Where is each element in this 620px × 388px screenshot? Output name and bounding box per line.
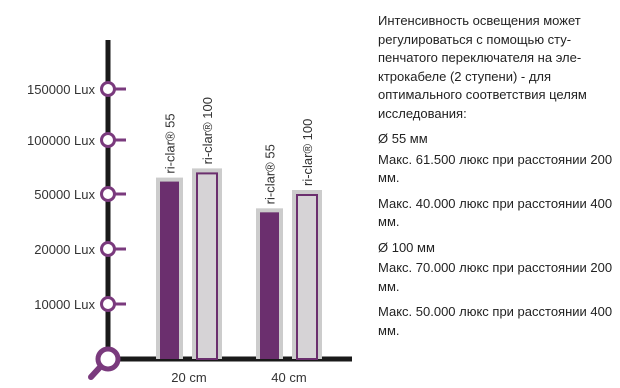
bar-series-label: ri-clar® 100 xyxy=(200,97,215,164)
group1-line2: Макс. 40.000 люкс при расстоянии 400 мм. xyxy=(378,195,614,232)
x-tick-label: 20 cm xyxy=(171,370,206,385)
chart-bars: ri-clar® 55 ri-clar® 100 ri-clar® 55 ri-cla… xyxy=(156,97,322,359)
bar-series-label: ri-clar® 100 xyxy=(300,119,315,186)
description-panel: Интенсивность освещения может регулирова… xyxy=(378,12,614,347)
bar-series-label: ri-clar® 55 xyxy=(263,144,278,204)
bar-ri-clar-55 xyxy=(160,182,179,359)
magnifier-lens xyxy=(98,349,118,369)
x-axis-labels: 20 cm 40 cm xyxy=(171,370,306,385)
bar-chart: 10000 Lux 20000 Lux 50000 Lux 100000 Lux 150… xyxy=(0,0,372,388)
group1-line1: Макс. 61.500 люкс при расстоянии 200 мм. xyxy=(378,151,614,188)
bar-ri-clar-55 xyxy=(260,212,279,359)
group1-heading: Ø 55 мм xyxy=(378,130,614,149)
y-tick-label: 50000 Lux xyxy=(34,187,95,202)
y-tick-label: 100000 Lux xyxy=(27,133,95,148)
description-intro: Интенсивность освещения может регулирова… xyxy=(378,12,614,123)
bar-ri-clar-100 xyxy=(297,195,317,359)
y-tick-marker xyxy=(102,134,115,147)
y-tick-marker xyxy=(102,298,115,311)
group2-heading: Ø 100 мм xyxy=(378,239,614,258)
bar-series-label: ri-clar® 55 xyxy=(163,113,178,173)
y-tick-label: 150000 Lux xyxy=(27,82,95,97)
group2-line1: Макс. 70.000 люкс при расстоянии 200 мм. xyxy=(378,259,614,296)
y-tick-label: 10000 Lux xyxy=(34,297,95,312)
x-tick-label: 40 cm xyxy=(271,370,306,385)
y-tick-label: 20000 Lux xyxy=(34,242,95,257)
y-tick-marker xyxy=(102,243,115,256)
y-axis-ticks: 10000 Lux 20000 Lux 50000 Lux 100000 Lux 150… xyxy=(27,82,126,312)
y-tick-marker xyxy=(102,188,115,201)
y-tick-marker xyxy=(102,83,115,96)
origin-magnifier-icon xyxy=(91,349,118,377)
group2-line2: Макс. 50.000 люкс при расстоянии 400 мм. xyxy=(378,303,614,340)
bar-ri-clar-100 xyxy=(197,173,217,359)
